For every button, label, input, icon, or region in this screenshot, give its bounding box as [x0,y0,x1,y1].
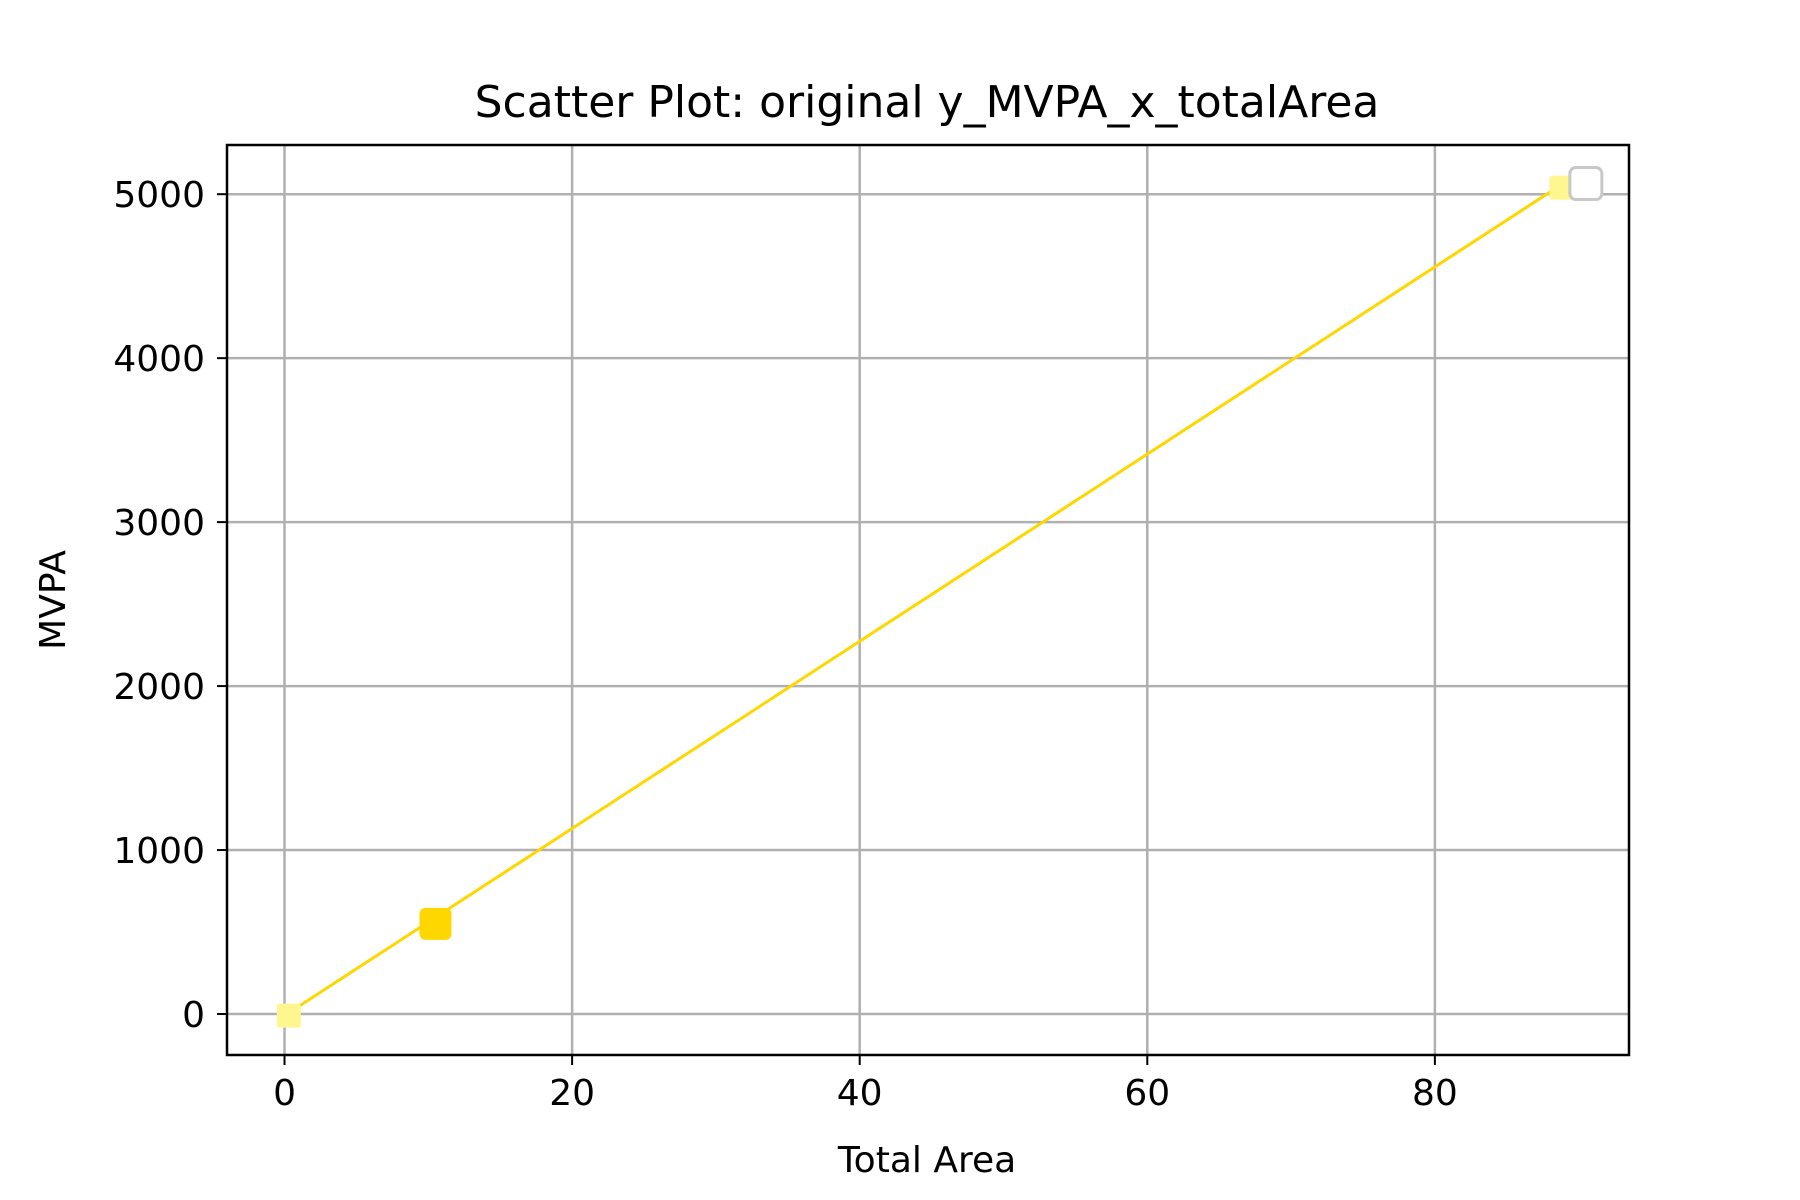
y-tick-label: 4000 [113,339,205,380]
y-tick-label: 1000 [113,831,205,872]
data-point [276,1003,301,1028]
data-point [419,907,452,940]
y-tick-label: 2000 [113,667,205,708]
y-tick-label: 3000 [113,503,205,544]
y-axis-label: MVPA [33,550,74,650]
x-ticks: 0 20 40 60 80 [273,1055,1458,1114]
x-tick-label: 20 [549,1073,595,1114]
grid [227,145,1629,1055]
data-point [1549,175,1574,200]
data-point [1568,166,1604,202]
data-points [276,166,1604,1028]
x-tick-label: 60 [1124,1073,1170,1114]
chart-title: Scatter Plot: original y_MVPA_x_totalAre… [475,77,1380,128]
x-axis-label: Total Area [837,1140,1016,1181]
plot-frame [225,143,1631,1057]
fit-line [283,181,1566,1017]
x-tick-label: 0 [273,1073,296,1114]
y-tick-label: 5000 [113,175,205,216]
y-ticks: 0 1000 2000 3000 4000 5000 [113,175,227,1036]
y-tick-label: 0 [182,995,205,1036]
x-tick-label: 80 [1412,1073,1458,1114]
x-tick-label: 40 [837,1073,883,1114]
fit-line-layer [283,181,1566,1017]
